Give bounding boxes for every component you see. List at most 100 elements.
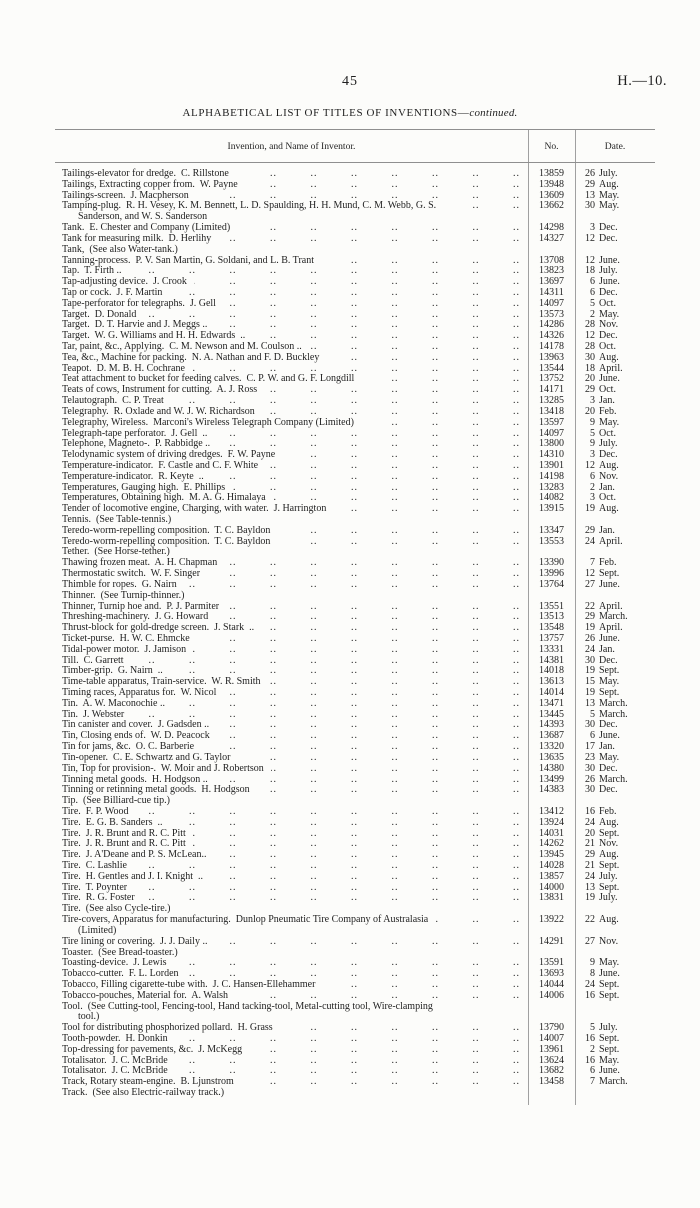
dot-leader: .. .. .. .. .. .. .. .. .. .. .. .. .. .…	[264, 385, 520, 396]
date-day: 20	[585, 827, 595, 839]
patent-number: 13544	[539, 362, 564, 374]
table-row: Telegraphy. R. Oxlade and W. J. W. Richa…	[55, 405, 655, 418]
dot-leader: .. .. .. .. .. .. .. .. .. .. .. .. .. .…	[192, 839, 520, 850]
date-cell: 19 Aug.	[575, 503, 655, 515]
invention-text: Teat attachment to bucket for feeding ca…	[62, 373, 355, 385]
invention-cell: Tire. (See also Cycle-tire.)	[55, 903, 528, 915]
patent-number: 14311	[539, 286, 564, 298]
invention-text: Tailings, Extracting copper from. W. Pay…	[62, 178, 238, 190]
table-row: Tire. H. Gentles and J. I. Knight .. .. .…	[55, 871, 655, 883]
date-day: 2	[590, 481, 595, 493]
invention-cell: Tar, paint, &c., Applying. C. M. Newson …	[55, 341, 528, 353]
date-month: March.	[599, 697, 628, 709]
patent-number: 13418	[539, 405, 564, 417]
invention-text: Top-dressing for pavements, &c. J. McKeg…	[62, 1043, 243, 1055]
table-row: Toaster. (See Bread-toaster.)	[55, 947, 655, 959]
invention-text: Tinning metal goods. H. Hodgson ..	[62, 773, 208, 785]
invention-text: Tire. J. R. Brunt and R. C. Pitt	[62, 838, 186, 850]
date-day: 12	[585, 232, 595, 244]
invention-cell: Target. W. G. Williams and H. H. Edwards…	[55, 330, 528, 342]
dot-leader: .. .. .. .. .. .. .. .. .. .. .. .. .. .…	[282, 450, 520, 461]
table-row: Thimble for ropes. G. Nairn .. .. .. .. .…	[55, 578, 655, 591]
date-cell: 16 Sept.	[575, 990, 655, 1002]
table-row: Tin, Top for provision-. W. Moir and J. …	[55, 762, 655, 775]
table-row: Teat attachment to bucket for feeding ca…	[55, 374, 655, 385]
date-cell: 5 March.	[575, 709, 655, 721]
date-month: June.	[599, 632, 620, 644]
date-cell: 12 Dec.	[575, 232, 655, 245]
invention-text: Thermostatic switch. W. F. Singer	[62, 568, 201, 580]
date-day: 27	[585, 578, 595, 590]
date-month: Dec.	[599, 330, 618, 342]
dot-leader: .. .. .. .. .. .. .. .. .. .. .. .. .. .…	[192, 828, 520, 839]
invention-cell: Tape-perforator for telegraphs. J. Gell.…	[55, 298, 528, 310]
dot-leader: .. .. .. .. .. .. .. .. .. .. .. .. .. .…	[241, 1077, 520, 1088]
date-day: 13	[585, 881, 595, 893]
invention-cell: Totalisator. J. C. McBride .. .. .. .. ..…	[55, 1066, 528, 1077]
dot-leader: .. .. .. .. .. .. .. .. .. .. .. .. .. .…	[361, 374, 520, 385]
date-cell: 27 Nov.	[575, 936, 655, 948]
table-row: Tobacco, Filling cigarette-tube with. J.…	[55, 979, 655, 991]
invention-cell: Teapot. D. M. B. H. Cochrane .. .. .. .. …	[55, 363, 528, 375]
patent-number: 13682	[539, 1065, 564, 1077]
table-row: Tether. (See Horse-tether.)	[55, 547, 655, 558]
date-month: Dec.	[599, 286, 618, 298]
patent-number: 14178	[539, 341, 564, 352]
date-day: 30	[585, 784, 595, 796]
table-row: Tinning or retinning metal goods. H. Hod…	[55, 784, 655, 796]
date-month: Oct.	[599, 492, 616, 504]
patent-number: 13823	[539, 265, 564, 277]
date-cell: 16 Sept.	[575, 1033, 655, 1045]
invention-text: Temperature-indicator. R. Keyte ..	[62, 470, 204, 482]
date-day: 13	[585, 189, 595, 201]
date-day: 20	[585, 405, 595, 417]
date-month: Oct.	[599, 384, 616, 396]
invention-cell: Track, Rotary steam-engine. B. Ljunstrom…	[55, 1076, 528, 1088]
table-row: Threshing-machinery. J. G. Howard .. .. .…	[55, 611, 655, 623]
date-month: Dec.	[599, 654, 618, 666]
date-cell: 2 May.	[575, 308, 655, 321]
invention-text: Tool for distributing phosphorized polla…	[62, 1022, 273, 1034]
invention-cell: Ticket-purse. H. W. C. Ehmcke .. .. .. ..…	[55, 633, 528, 645]
invention-text: Tanning-process. P. V. San Martin, G. So…	[62, 254, 314, 266]
patent-number: 13757	[539, 632, 564, 644]
patent-number: 13412	[539, 805, 564, 817]
dot-leader: .. .. .. .. .. .. .. .. .. .. .. .. .. .…	[252, 331, 520, 342]
date-month: Sept.	[599, 827, 620, 839]
dot-leader: .. .. .. .. .. .. .. .. .. .. .. .. .. .…	[217, 731, 520, 742]
invention-cell: Tire. T. Poynter .. .. .. .. .. .. .. .. …	[55, 882, 528, 894]
dot-leader: .. .. .. .. .. .. .. .. .. .. .. .. .. .…	[249, 1044, 520, 1055]
table-row: Tennis. (See Table-tennis.)	[55, 514, 655, 526]
patent-number: 13573	[539, 308, 564, 320]
date-month: Sept.	[599, 1033, 620, 1044]
date-day: 30	[585, 351, 595, 363]
table-row: Totalisator. J. C. McBride .. .. .. .. ..…	[55, 1066, 655, 1077]
date-day: 2	[590, 308, 595, 320]
invention-cell: Tire. E. G. B. Sanders .. .. .. .. .. .. …	[55, 817, 528, 829]
table-row: Ticket-purse. H. W. C. Ehmcke .. .. .. ..…	[55, 632, 655, 645]
date-day: 12	[585, 568, 595, 580]
date-cell: 30 Aug.	[575, 351, 655, 364]
patent-number: 14007	[539, 1033, 564, 1044]
date-cell: 13 Sept.	[575, 881, 655, 894]
table-row: Temperatures, Gauging high. E. Phillips.…	[55, 481, 655, 494]
date-cell: 9 July.	[575, 438, 655, 450]
patent-number: 13708	[539, 254, 564, 266]
dot-leader: .. .. .. .. .. .. .. .. .. .. .. .. .. .…	[265, 460, 520, 471]
date-day: 7	[590, 1076, 595, 1088]
invention-text: Temperature-indicator. F. Castle and C. …	[62, 459, 259, 471]
date-cell: 5 July.	[575, 1022, 655, 1034]
date-cell: 27 June.	[575, 578, 655, 591]
date-day: 29	[585, 849, 595, 861]
date-month: July.	[599, 265, 618, 277]
table-bottom-spacer	[55, 1099, 655, 1105]
patent-number: 13613	[539, 676, 564, 688]
patent-number: 14380	[539, 762, 564, 774]
date-month: Dec.	[599, 449, 618, 461]
invention-text: Tap. T. Firth ..	[62, 265, 122, 277]
date-day: 21	[585, 838, 595, 850]
invention-text: Tooth-powder. H. Donkin	[62, 1033, 168, 1044]
patent-number: 14006	[539, 989, 564, 1001]
dot-leader: .. .. .. .. .. .. .. .. .. .. .. .. .. .…	[175, 1066, 520, 1077]
date-cell: 22 Aug.	[575, 914, 655, 926]
